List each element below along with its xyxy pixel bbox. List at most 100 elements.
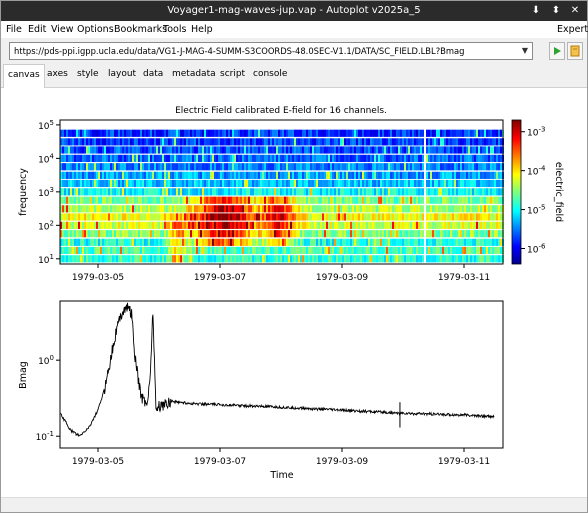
tab-console[interactable]: console [253,69,288,79]
menu-expert[interactable]: Expert [557,24,588,35]
spectrogram-cell [82,154,84,162]
colorbar[interactable] [511,119,522,265]
spectrogram-cell [468,146,470,154]
spectrogram-cell [342,205,344,213]
spectrogram-cell [120,154,122,162]
tab-axes[interactable]: axes [47,69,68,79]
bmag-panel[interactable] [60,302,495,437]
spectrogram-cell [474,179,476,188]
spectrogram-cell [300,146,302,154]
spectrogram-cell [248,221,250,229]
spectrogram-cell [490,163,492,171]
spectrogram-cell [78,196,80,204]
spectrogram-cell [422,238,424,246]
tab-metadata[interactable]: metadata [172,69,216,79]
spectrogram-cell [202,213,204,221]
menu-view[interactable]: View [51,24,74,35]
spectrogram-cell [198,171,200,179]
spectrogram-cell [414,171,416,179]
spectrogram-cell [392,163,394,171]
menu-options[interactable]: Options [77,24,114,35]
spectrogram-cell [298,138,300,146]
pin-icon[interactable]: ⬍ [551,5,561,16]
spectrogram-cell [252,154,254,162]
bookmark-button[interactable] [567,42,583,60]
menu-tools[interactable]: Tools [163,24,187,35]
spectrogram-cell [366,138,368,146]
bmag-xaxis: 1979-03-05 1979-03-07 1979-03-09 1979-03-11 [72,448,490,467]
menu-edit[interactable]: Edit [28,24,47,35]
spectrogram-cell [110,129,112,137]
spectrogram-cell [312,230,314,238]
spectrogram-cell [188,179,190,188]
spectrogram-cell [240,188,242,196]
spectrogram-cell [436,138,438,146]
spectrogram-cell [112,129,114,137]
spectrogram-cell [108,179,110,188]
spectrogram-cell [106,138,108,146]
go-button[interactable] [549,42,565,60]
tab-script[interactable]: script [220,69,246,79]
spectrogram-cell [168,171,170,179]
spectrogram-cell [408,196,410,204]
spectrogram-cell [112,213,114,221]
spectrogram-cell [446,138,448,146]
spectrogram-cell [304,129,306,137]
spectrogram-cell [462,179,464,188]
menu-help[interactable]: Help [191,24,213,35]
tab-data[interactable]: data [143,69,164,79]
spectrogram-cell [170,205,172,213]
menu-file[interactable]: File [6,24,22,35]
spectrogram-cell [140,213,142,221]
spectrogram-cell [188,171,190,179]
spectrogram-cell [348,146,350,154]
tab-style[interactable]: style [77,69,99,79]
download-icon[interactable]: ⬇ [531,5,541,16]
spectrogram-cell [128,179,130,188]
spectrogram-cell [360,255,362,263]
spectrogram-cell [192,188,194,196]
spectrogram-cell [448,154,450,162]
spectrogram-cell [286,163,288,171]
spectrogram-cell [188,146,190,154]
spectrogram-cell [430,221,432,229]
spectrogram-cell [380,246,382,255]
spectrogram-cell [446,163,448,171]
spectrogram-cell [154,238,156,246]
spectrogram-cell [414,238,416,246]
menu-bookmarks[interactable]: Bookmarks [114,24,168,35]
spectrogram-cell [440,205,442,213]
spectrogram-cell [92,154,94,162]
spectrogram-cell [176,238,178,246]
tab-layout[interactable]: layout [108,69,137,79]
spectrogram-cell [436,146,438,154]
plot-svg[interactable]: Electric Field calibrated E-field for 16… [1,88,587,495]
tab-canvas[interactable]: canvas [3,64,45,88]
spectrogram-cell [254,163,256,171]
url-input[interactable]: https://pds-ppi.igpp.ucla.edu/data/VG1-J… [9,42,533,60]
spectrogram-cell [74,255,76,263]
spectrogram-cell [192,129,194,137]
spectrogram-cell [170,179,172,188]
chevron-down-icon[interactable]: ▼ [521,46,529,55]
close-icon[interactable]: ✕ [570,5,580,16]
spectrogram-cell [310,246,312,255]
spectrogram-cell [462,146,464,154]
spectrogram-cell [132,213,134,221]
spectrogram-cell [64,138,66,146]
spectrogram-cell [378,129,380,137]
spectrogram-cell [310,171,312,179]
spectrogram-cell [84,146,86,154]
spectrogram-cell [280,171,282,179]
spectrogram-cell [110,221,112,229]
spectrogram-cell [218,255,220,263]
spectrogram-panel[interactable] [60,120,504,264]
spectrogram-cell [222,179,224,188]
spectrogram-cell [180,213,182,221]
spectrogram-cell [216,246,218,255]
plot-canvas[interactable]: Electric Field calibrated E-field for 16… [1,88,587,495]
spectrogram-cell [336,171,338,179]
spectrogram-cell [230,138,232,146]
spectrogram-cell [86,163,88,171]
spectrogram-cell [234,255,236,263]
